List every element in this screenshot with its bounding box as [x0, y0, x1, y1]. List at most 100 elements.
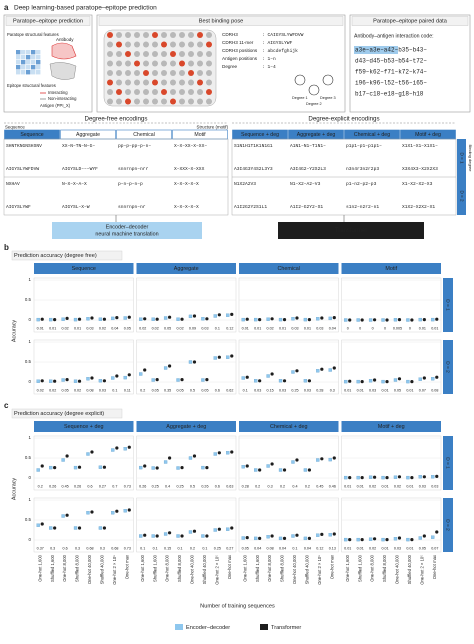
transformer-mark — [282, 536, 287, 541]
lattice-node — [179, 89, 185, 95]
transformer-mark — [332, 532, 336, 536]
transformer-mark — [180, 378, 184, 382]
value-label: 0.01 — [381, 546, 388, 550]
value-label: 0.02 — [49, 388, 56, 392]
transformer-mark — [40, 464, 44, 468]
transformer-mark — [102, 317, 107, 321]
transformer-mark — [282, 318, 287, 322]
transformer-mark — [167, 315, 172, 319]
code-caption: Antibody–antigen interaction code: — [354, 33, 434, 39]
side-label: D = 1 — [459, 152, 464, 164]
lattice-node — [143, 60, 149, 67]
encoding-heading: Degree-explicit encodings — [308, 116, 379, 123]
table-cell: X–X–X–X–X — [174, 204, 199, 210]
y-tick-label: 0 — [29, 379, 32, 384]
legend-label: Transformer — [271, 625, 301, 631]
encoder-decoder-mark — [406, 318, 410, 322]
encoder-decoder-mark — [381, 318, 385, 322]
encoder-decoder-mark — [328, 457, 332, 462]
transformer-mark — [192, 360, 197, 364]
feature-cell — [21, 70, 26, 75]
table-cell: X1X2–X2X2–X1 — [402, 204, 435, 210]
y-axis-title: Accuracy — [11, 478, 17, 500]
value-label: 0.05 — [242, 546, 249, 550]
value-label: 0.45 — [316, 484, 323, 488]
transformer-mark — [230, 450, 234, 454]
encoder-decoder-mark — [111, 376, 115, 380]
value-label: 0.12 — [316, 546, 323, 550]
lattice-node — [206, 89, 212, 95]
encoder-decoder-mark — [393, 537, 398, 541]
transformer-mark — [115, 374, 119, 378]
encoder-decoder-mark — [368, 379, 373, 383]
encoder-decoder-mark — [431, 535, 435, 539]
transformer-mark — [270, 534, 274, 538]
y-tick-label: 0.5 — [25, 297, 32, 302]
transformer-mark — [77, 526, 82, 530]
transformer-mark — [90, 450, 94, 454]
x-tick-label: One-hot 40,000 — [87, 554, 92, 584]
encoder-decoder-mark — [176, 317, 180, 321]
table-cell: pp–p–pp–p–n– — [118, 144, 151, 149]
x-tick-label: One-hot 40,000 — [190, 554, 195, 584]
value-label: 0.6 — [87, 484, 92, 488]
field-value: : 1–4 — [262, 64, 276, 70]
lattice-node — [125, 98, 131, 105]
table-cell: X3X4X3–X2X2X3 — [402, 166, 438, 172]
lattice-node — [152, 79, 158, 86]
value-label: 0.3 — [50, 546, 55, 550]
table-cell: X–X–XX–X–XX– — [174, 143, 207, 149]
lattice-node — [197, 41, 203, 48]
x-tick-label: One-hot 2 × 10⁵ — [419, 555, 424, 585]
lattice-node — [134, 98, 140, 105]
transformer-mark — [360, 476, 364, 480]
encoder-decoder-mark — [291, 460, 295, 464]
transformer-mark — [410, 476, 414, 480]
encoder-decoder-mark — [418, 536, 422, 540]
encoder-decoder-mark — [201, 378, 205, 382]
transformer-mark — [102, 526, 107, 530]
lattice-node — [143, 32, 149, 38]
encoder-decoder-mark — [36, 317, 40, 322]
encoder-decoder-mark — [176, 466, 180, 470]
encoder-decoder-mark — [213, 452, 217, 456]
x-tick-label: One-hot 2 × 10⁵ — [317, 555, 322, 585]
encoder-decoder-mark — [213, 528, 217, 532]
transformer-mark — [90, 510, 94, 514]
plot-area — [238, 497, 339, 553]
x-tick-label: One-hot max — [227, 554, 232, 579]
column-header-text: Chemical — [278, 266, 300, 272]
table-top-label: Structure (motif) — [197, 125, 229, 130]
feature-cell — [36, 55, 41, 60]
encoder-decoder-mark — [213, 314, 217, 318]
value-label: 0 — [359, 326, 361, 330]
lattice-node — [179, 60, 185, 67]
lattice-node — [188, 41, 194, 48]
lattice-node — [197, 79, 203, 86]
encoder-decoder-mark — [98, 379, 103, 383]
encoder-decoder-mark — [139, 317, 143, 321]
transformer-mark — [360, 380, 364, 384]
encoder-decoder-mark — [151, 378, 155, 382]
column-header-text: Chemical + deg — [354, 132, 390, 138]
transformer-mark — [90, 376, 94, 380]
value-label: 0.68 — [111, 546, 118, 550]
lattice — [103, 29, 217, 107]
x-tick-label: One-hot max — [329, 554, 334, 579]
lattice-node — [116, 51, 122, 57]
encoder-decoder-mark — [266, 317, 270, 321]
table-cell: p1–n2–p2–p3 — [346, 181, 377, 187]
lattice-node — [107, 89, 113, 95]
column-header-text: Sequence — [20, 132, 43, 138]
transformer-mark — [192, 454, 197, 458]
row-strip — [443, 498, 453, 552]
encoder-decoder-mark — [123, 375, 127, 380]
value-label: 0.03 — [304, 388, 311, 392]
lattice-node — [125, 89, 131, 95]
value-label: 0.01 — [344, 388, 351, 392]
column-header-text: Chemical — [133, 132, 155, 138]
lattice-node — [134, 51, 140, 57]
encoder-decoder-mark — [393, 318, 398, 322]
lattice-node — [179, 70, 185, 76]
box-frame — [96, 14, 346, 113]
